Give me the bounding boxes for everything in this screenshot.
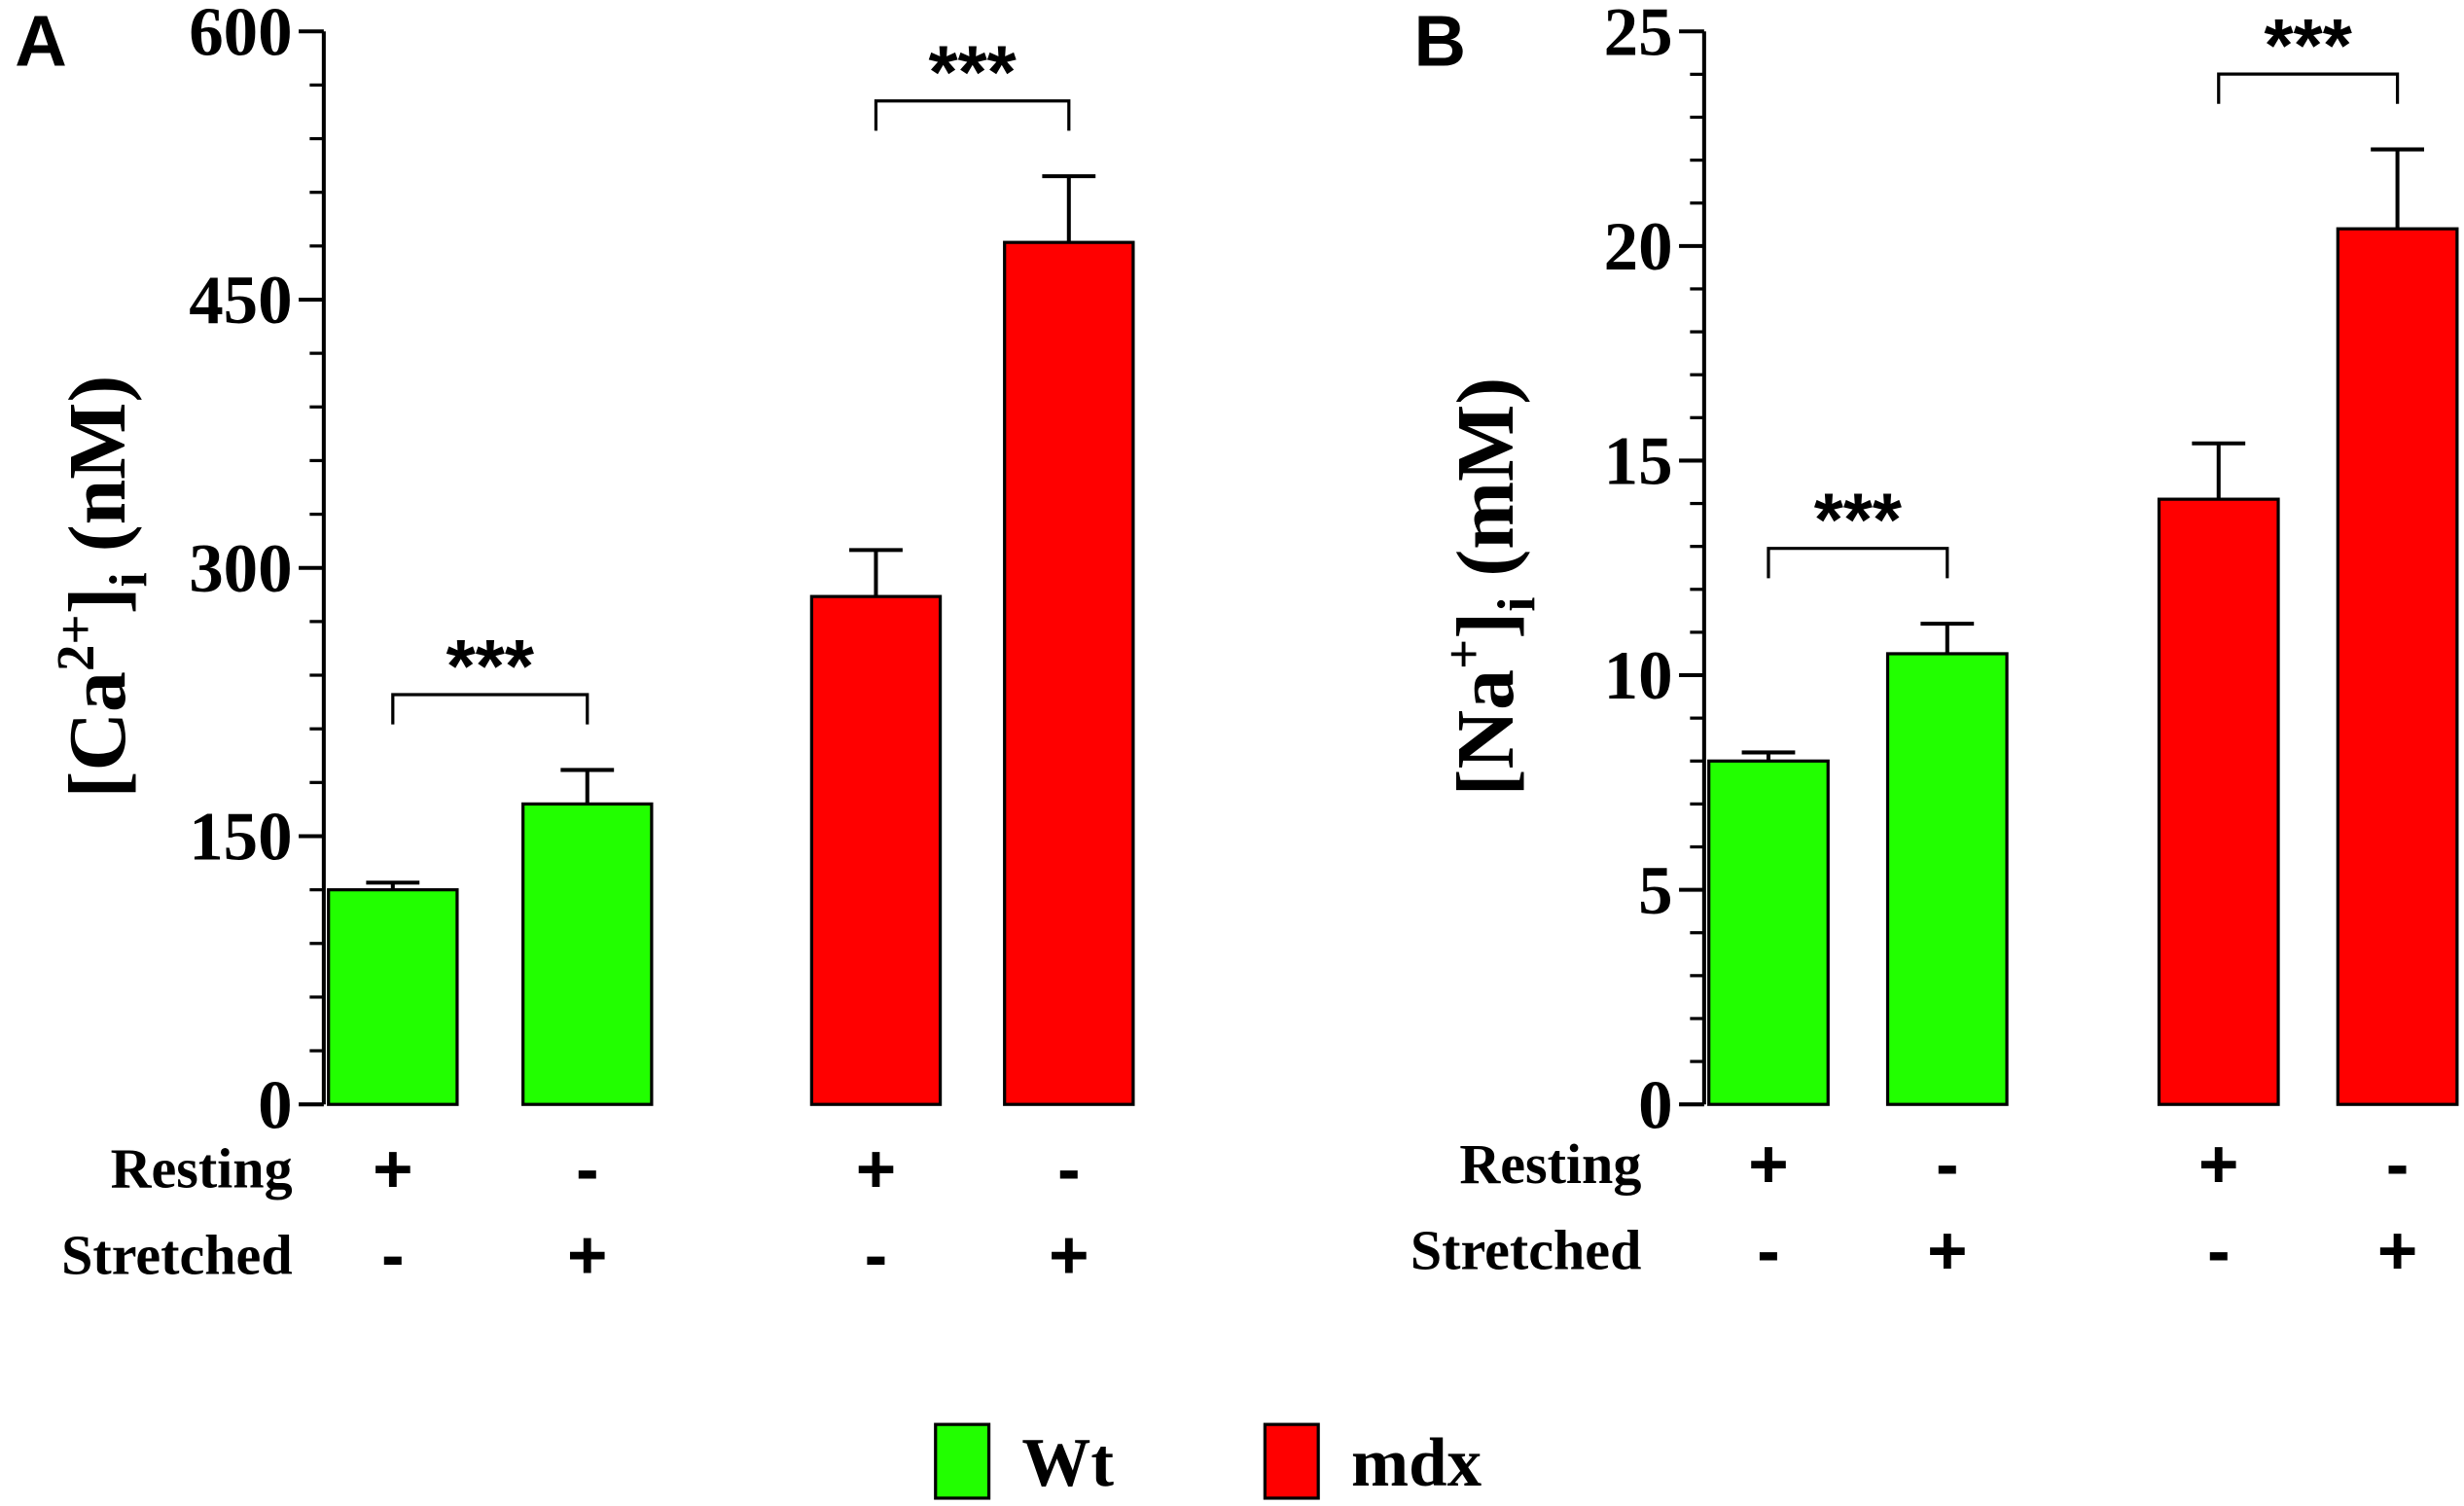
- y-tick-label: 150: [189, 800, 292, 876]
- significance-bracket: [1767, 547, 1949, 579]
- bar: [1707, 759, 1830, 1106]
- legend-swatch: [934, 1422, 991, 1500]
- y-label-sub: i: [99, 572, 159, 587]
- condition-mark: -: [1936, 1127, 1959, 1203]
- significance-label: ***: [2265, 4, 2353, 88]
- panel-letter: B: [1414, 1, 1467, 82]
- y-label-unit: (nM): [53, 376, 143, 573]
- y-tick-label: 0: [1638, 1067, 1672, 1143]
- condition-label: Stretched: [61, 1223, 293, 1286]
- y-tick-label: 10: [1604, 638, 1673, 714]
- condition-mark: -: [2386, 1127, 2410, 1203]
- panel-letter: A: [15, 1, 67, 82]
- condition-mark: +: [856, 1131, 896, 1208]
- y-label-base: [Ca: [53, 671, 143, 798]
- bar: [327, 887, 459, 1106]
- bar: [1003, 240, 1135, 1106]
- legend-swatch: [1263, 1422, 1320, 1500]
- condition-mark: +: [373, 1131, 412, 1208]
- condition-mark: +: [2198, 1127, 2238, 1203]
- significance-label: ***: [446, 625, 535, 708]
- y-label-unit: (mM): [1441, 377, 1531, 597]
- condition-mark: -: [1057, 1131, 1081, 1208]
- bar: [809, 594, 943, 1106]
- y-tick-label: 450: [189, 263, 292, 339]
- y-tick-label: 5: [1638, 853, 1672, 929]
- y-tick-label: 300: [189, 531, 292, 607]
- condition-mark: -: [865, 1217, 888, 1294]
- y-label-sup: 2+: [46, 614, 105, 671]
- significance-bracket: [2217, 72, 2400, 104]
- y-label-sub: i: [1487, 597, 1547, 612]
- y-axis-label: [Na+]i (mM): [1434, 377, 1547, 797]
- y-label-after: ]: [53, 587, 143, 614]
- y-tick-label: 25: [1604, 0, 1673, 70]
- condition-mark: -: [1757, 1212, 1780, 1289]
- condition-mark: -: [2207, 1212, 2231, 1289]
- y-tick-label: 600: [189, 0, 292, 70]
- y-label-after: ]: [1441, 612, 1531, 639]
- condition-label: Resting: [1459, 1132, 1641, 1196]
- condition-mark: +: [567, 1217, 607, 1294]
- significance-label: ***: [928, 31, 1017, 115]
- y-tick-label: 15: [1604, 424, 1673, 500]
- condition-mark: +: [1748, 1127, 1788, 1203]
- significance-bracket: [391, 693, 589, 725]
- y-label-sup: +: [1434, 639, 1493, 669]
- y-axis-label: [Ca2+]i (nM): [46, 376, 159, 799]
- y-tick-label: 0: [258, 1067, 292, 1143]
- significance-label: ***: [1814, 478, 1903, 561]
- legend-label: Wt: [1021, 1425, 1114, 1501]
- condition-mark: -: [381, 1217, 405, 1294]
- y-label-base: [Na: [1441, 669, 1531, 796]
- condition-mark: +: [2377, 1212, 2417, 1289]
- condition-mark: +: [1927, 1212, 1967, 1289]
- condition-mark: -: [576, 1131, 599, 1208]
- significance-bracket: [874, 99, 1071, 131]
- bar: [2157, 497, 2280, 1106]
- condition-label: Resting: [111, 1137, 293, 1201]
- legend-label: mdx: [1351, 1425, 1482, 1501]
- bar: [521, 802, 654, 1106]
- bar: [1885, 652, 2009, 1106]
- condition-mark: +: [1049, 1217, 1089, 1294]
- condition-label: Stretched: [1411, 1219, 1642, 1282]
- y-tick-label: 20: [1604, 209, 1673, 285]
- bar: [2336, 227, 2459, 1106]
